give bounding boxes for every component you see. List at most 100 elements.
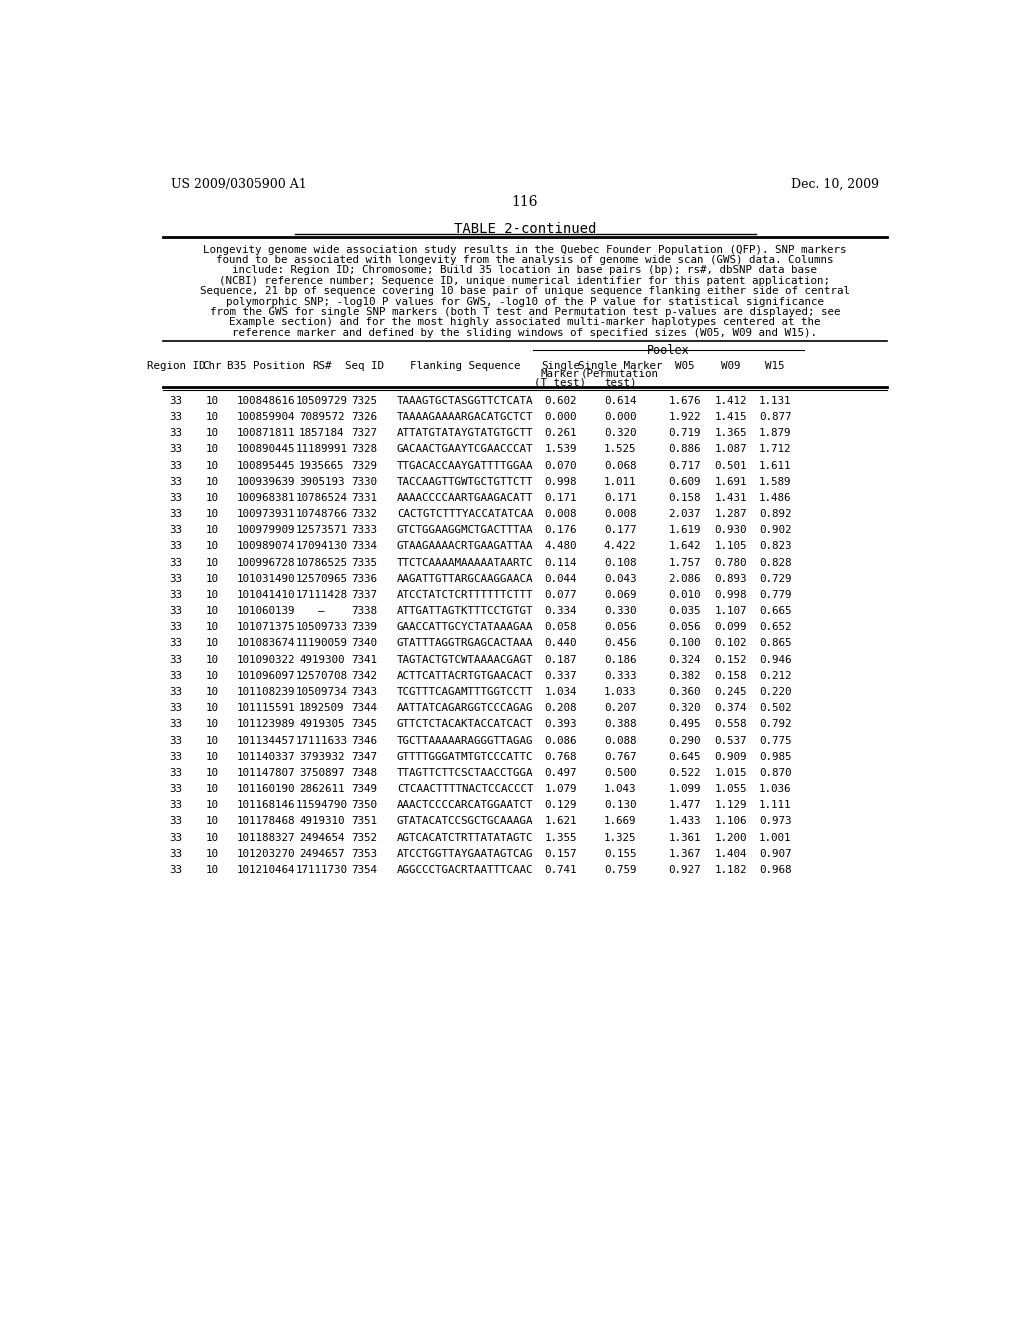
Text: 10: 10 [205,816,218,826]
Text: 7354: 7354 [351,865,378,875]
Text: 0.171: 0.171 [544,492,577,503]
Text: 10: 10 [205,622,218,632]
Text: 1.087: 1.087 [715,445,748,454]
Text: 7326: 7326 [351,412,378,422]
Text: 10786525: 10786525 [296,557,348,568]
Text: 33: 33 [170,525,182,536]
Text: 101071375: 101071375 [237,622,295,632]
Text: 33: 33 [170,510,182,519]
Text: 33: 33 [170,865,182,875]
Text: TGCTTAAAAARAGGGTTAGAG: TGCTTAAAAARAGGGTTAGAG [397,735,534,746]
Text: 7344: 7344 [351,704,378,713]
Text: 7333: 7333 [351,525,378,536]
Text: 0.330: 0.330 [604,606,636,616]
Text: 7335: 7335 [351,557,378,568]
Text: 101178468: 101178468 [237,816,295,826]
Text: 0.155: 0.155 [604,849,636,859]
Text: (Permutation: (Permutation [582,370,659,379]
Text: 1.355: 1.355 [544,833,577,842]
Text: 0.176: 0.176 [544,525,577,536]
Text: 10509733: 10509733 [296,622,348,632]
Text: 4.422: 4.422 [604,541,636,552]
Text: 1.621: 1.621 [544,816,577,826]
Text: 101210464: 101210464 [237,865,295,875]
Text: B35 Position: B35 Position [227,360,305,371]
Text: 0.665: 0.665 [759,606,792,616]
Text: 0.865: 0.865 [759,639,792,648]
Text: 0.645: 0.645 [669,751,700,762]
Text: 10: 10 [205,671,218,681]
Text: 7325: 7325 [351,396,378,407]
Text: 10: 10 [205,445,218,454]
Text: 3750897: 3750897 [299,768,344,777]
Text: 1.107: 1.107 [715,606,748,616]
Text: AGGCCCTGACRTAATTTCAAC: AGGCCCTGACRTAATTTCAAC [397,865,534,875]
Text: 10: 10 [205,525,218,536]
Text: 1.043: 1.043 [604,784,636,795]
Text: 10: 10 [205,849,218,859]
Text: 1.200: 1.200 [715,833,748,842]
Text: 0.927: 0.927 [669,865,700,875]
Text: Sequence, 21 bp of sequence covering 10 base pair of unique sequence flanking ei: Sequence, 21 bp of sequence covering 10 … [200,286,850,296]
Text: 1.922: 1.922 [669,412,700,422]
Text: 0.717: 0.717 [669,461,700,471]
Text: 100939639: 100939639 [237,477,295,487]
Text: 0.212: 0.212 [759,671,792,681]
Text: CTCAACTTTTNACTCCACCCT: CTCAACTTTTNACTCCACCCT [397,784,534,795]
Text: 0.388: 0.388 [604,719,636,730]
Text: GTTCTCTACAKTACCATCACT: GTTCTCTACAKTACCATCACT [397,719,534,730]
Text: 33: 33 [170,849,182,859]
Text: 1.642: 1.642 [669,541,700,552]
Text: 0.828: 0.828 [759,557,792,568]
Text: 1.486: 1.486 [759,492,792,503]
Text: 0.070: 0.070 [544,461,577,471]
Text: 0.719: 0.719 [669,428,700,438]
Text: 0.056: 0.056 [604,622,636,632]
Text: 33: 33 [170,719,182,730]
Text: Single: Single [541,360,580,371]
Text: 10509729: 10509729 [296,396,348,407]
Text: 1.412: 1.412 [715,396,748,407]
Text: Poolex: Poolex [647,343,689,356]
Text: 33: 33 [170,574,182,583]
Text: 33: 33 [170,704,182,713]
Text: TCGTTTCAGAMTTTGGTCCTT: TCGTTTCAGAMTTTGGTCCTT [397,686,534,697]
Text: W05: W05 [675,360,694,371]
Text: 7351: 7351 [351,816,378,826]
Text: 0.741: 0.741 [544,865,577,875]
Text: 7345: 7345 [351,719,378,730]
Text: TAAAGTGCTASGGTTCTCATA: TAAAGTGCTASGGTTCTCATA [397,396,534,407]
Text: 7330: 7330 [351,477,378,487]
Text: 1.131: 1.131 [759,396,792,407]
Text: 1.361: 1.361 [669,833,700,842]
Text: 12570708: 12570708 [296,671,348,681]
Text: 0.130: 0.130 [604,800,636,810]
Text: 0.261: 0.261 [544,428,577,438]
Text: test): test) [604,378,636,388]
Text: 116: 116 [512,195,538,210]
Text: GAACCATTGCYCTATAAAGAA: GAACCATTGCYCTATAAAGAA [397,622,534,632]
Text: CACTGTCTTTYACCATATCAA: CACTGTCTTTYACCATATCAA [397,510,534,519]
Text: 0.245: 0.245 [715,686,748,697]
Text: 0.495: 0.495 [669,719,700,730]
Text: 7350: 7350 [351,800,378,810]
Text: 33: 33 [170,590,182,601]
Text: 7332: 7332 [351,510,378,519]
Text: 101134457: 101134457 [237,735,295,746]
Text: 1.106: 1.106 [715,816,748,826]
Text: 0.177: 0.177 [604,525,636,536]
Text: 1.676: 1.676 [669,396,700,407]
Text: 0.909: 0.909 [715,751,748,762]
Text: 7338: 7338 [351,606,378,616]
Text: ACTTCATTACRTGTGAACACT: ACTTCATTACRTGTGAACACT [397,671,534,681]
Text: 17094130: 17094130 [296,541,348,552]
Text: Single Marker: Single Marker [578,360,663,371]
Text: 0.320: 0.320 [604,428,636,438]
Text: 33: 33 [170,686,182,697]
Text: 10: 10 [205,510,218,519]
Text: 0.998: 0.998 [715,590,748,601]
Text: 1.669: 1.669 [604,816,636,826]
Text: 0.088: 0.088 [604,735,636,746]
Text: 33: 33 [170,396,182,407]
Text: 12573571: 12573571 [296,525,348,536]
